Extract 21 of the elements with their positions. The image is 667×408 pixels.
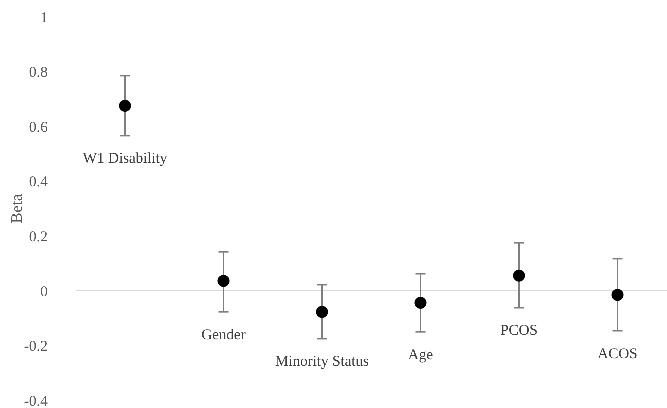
point [316,306,328,318]
y-tick-label: 0.8 [29,65,48,82]
y-tick-label: -0.4 [24,394,48,408]
x-tick-label: PCOS [500,323,538,340]
point [414,297,427,310]
y-tick-label: 0 [40,284,48,300]
point [119,100,132,112]
x-tick-label: Minority Status [275,354,370,370]
x-tick-label: Gender [202,327,246,344]
y-tick-label: 0.6 [29,120,48,136]
y-tick-label: 0.2 [29,229,48,246]
point [612,289,624,302]
y-tick-label: -0.2 [24,339,48,356]
x-tick-label: ACOS [598,346,638,362]
y-axis-title: Beta [9,194,26,224]
x-tick-label: W1 Disability [82,151,168,168]
y-tick-label: 0.4 [29,174,48,191]
x-tick-label: Age [408,347,434,364]
point [218,275,230,288]
point [513,270,526,282]
y-tick-label: 1 [40,10,48,26]
